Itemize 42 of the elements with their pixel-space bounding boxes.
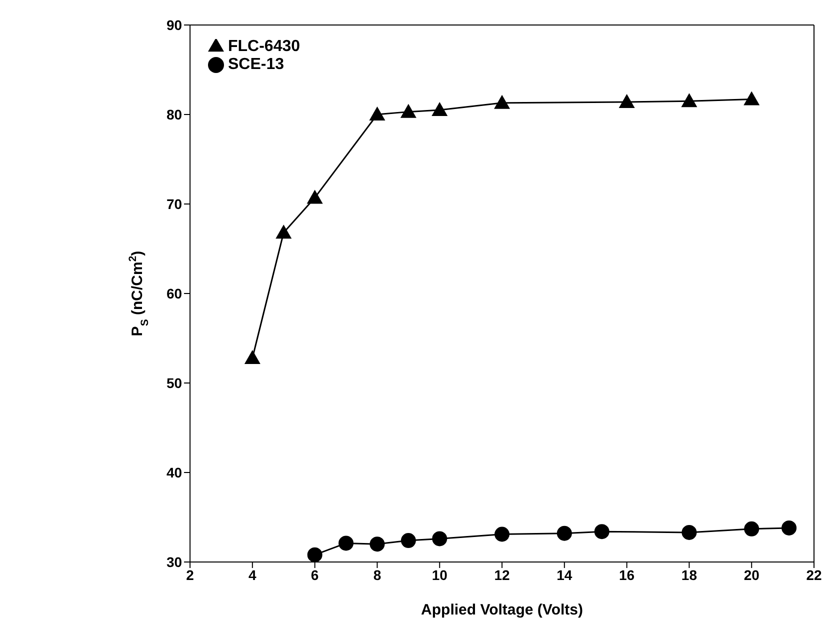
point [400,533,416,548]
point [494,94,510,109]
point [370,536,385,552]
y-tick-label: 90 [166,16,182,33]
x-tick-label: 20 [744,566,760,583]
y-tick-label: 60 [166,285,182,302]
point [744,521,760,536]
x-tick-label: 4 [248,566,257,583]
point [276,224,292,239]
point [782,520,797,536]
point [400,104,416,118]
y-tick-label: 70 [166,196,182,212]
point [494,526,510,542]
point [556,526,572,541]
x-tick-label: 22 [806,566,822,583]
point [618,94,635,108]
legend-label: FLC-6430 [228,38,300,55]
point [338,536,354,551]
point [681,93,698,108]
point [744,91,760,106]
point [307,547,322,562]
point [432,531,448,546]
y-tick-label: 80 [166,106,182,122]
y-tick-label: 30 [166,554,182,570]
x-tick-label: 14 [556,566,572,583]
point [432,102,448,116]
x-axis-title: Applied Voltage (Volts) [421,602,583,619]
point [682,524,697,540]
point [369,106,386,120]
x-tick-label: 12 [494,566,510,583]
point [306,190,323,204]
x-tick-label: 6 [310,566,319,583]
y-tick-label: 50 [166,374,182,391]
legend-label: SCE-13 [228,56,284,73]
point [244,350,260,364]
x-tick-label: 2 [186,566,194,583]
x-tick-label: 18 [681,566,698,583]
x-tick-label: 16 [619,566,635,583]
x-tick-label: 10 [432,566,448,583]
point [594,524,610,540]
y-tick-label: 40 [166,464,182,480]
x-tick-label: 8 [373,566,382,583]
